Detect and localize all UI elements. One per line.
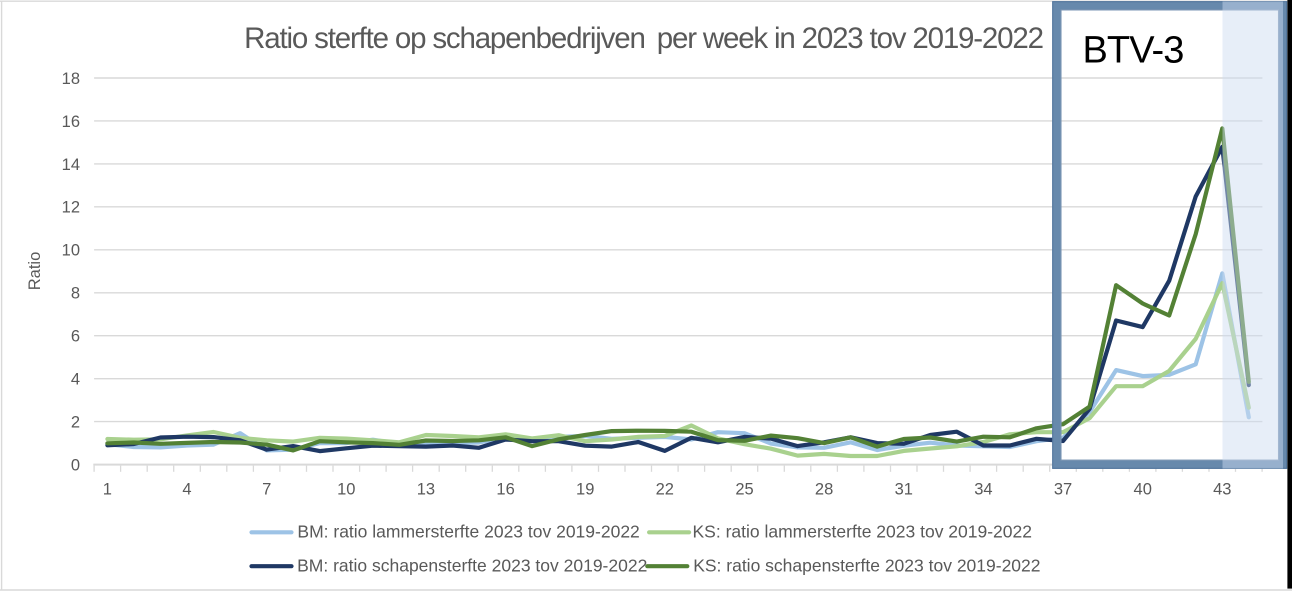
svg-text:10: 10 <box>337 481 355 499</box>
svg-text:6: 6 <box>71 328 80 346</box>
svg-text:Ratio sterfte op schapenbedrij: Ratio sterfte op schapenbedrijven per we… <box>244 22 1043 55</box>
svg-text:22: 22 <box>656 481 674 499</box>
svg-text:Ratio: Ratio <box>26 252 44 291</box>
svg-text:25: 25 <box>735 481 753 499</box>
svg-text:40: 40 <box>1134 481 1152 499</box>
svg-text:KS: ratio schapensterfte 2023: KS: ratio schapensterfte 2023 tov 2019-2… <box>693 555 1040 575</box>
svg-text:4: 4 <box>182 481 191 499</box>
svg-text:2: 2 <box>71 414 80 432</box>
svg-text:10: 10 <box>62 242 80 260</box>
svg-text:BM: ratio lammersterfte 2023 t: BM: ratio lammersterfte 2023 tov 2019-20… <box>297 521 639 541</box>
svg-text:BM: ratio schapensterfte 2023: BM: ratio schapensterfte 2023 tov 2019-2… <box>297 555 647 575</box>
svg-text:4: 4 <box>71 371 80 389</box>
svg-text:43: 43 <box>1213 481 1231 499</box>
svg-text:34: 34 <box>974 481 992 499</box>
svg-text:31: 31 <box>895 481 913 499</box>
svg-text:0: 0 <box>71 457 80 475</box>
svg-text:13: 13 <box>417 481 435 499</box>
svg-text:37: 37 <box>1054 481 1072 499</box>
svg-text:BTV-3: BTV-3 <box>1082 29 1183 71</box>
svg-text:7: 7 <box>262 481 271 499</box>
svg-text:18: 18 <box>62 70 80 88</box>
svg-text:8: 8 <box>71 285 80 303</box>
svg-text:KS: ratio lammersterfte 2023 t: KS: ratio lammersterfte 2023 tov 2019-20… <box>693 521 1033 541</box>
svg-text:28: 28 <box>815 481 833 499</box>
svg-text:16: 16 <box>62 113 80 131</box>
svg-text:12: 12 <box>62 199 80 217</box>
svg-text:1: 1 <box>103 481 112 499</box>
svg-text:14: 14 <box>62 156 80 174</box>
svg-text:16: 16 <box>496 481 514 499</box>
svg-text:19: 19 <box>576 481 594 499</box>
